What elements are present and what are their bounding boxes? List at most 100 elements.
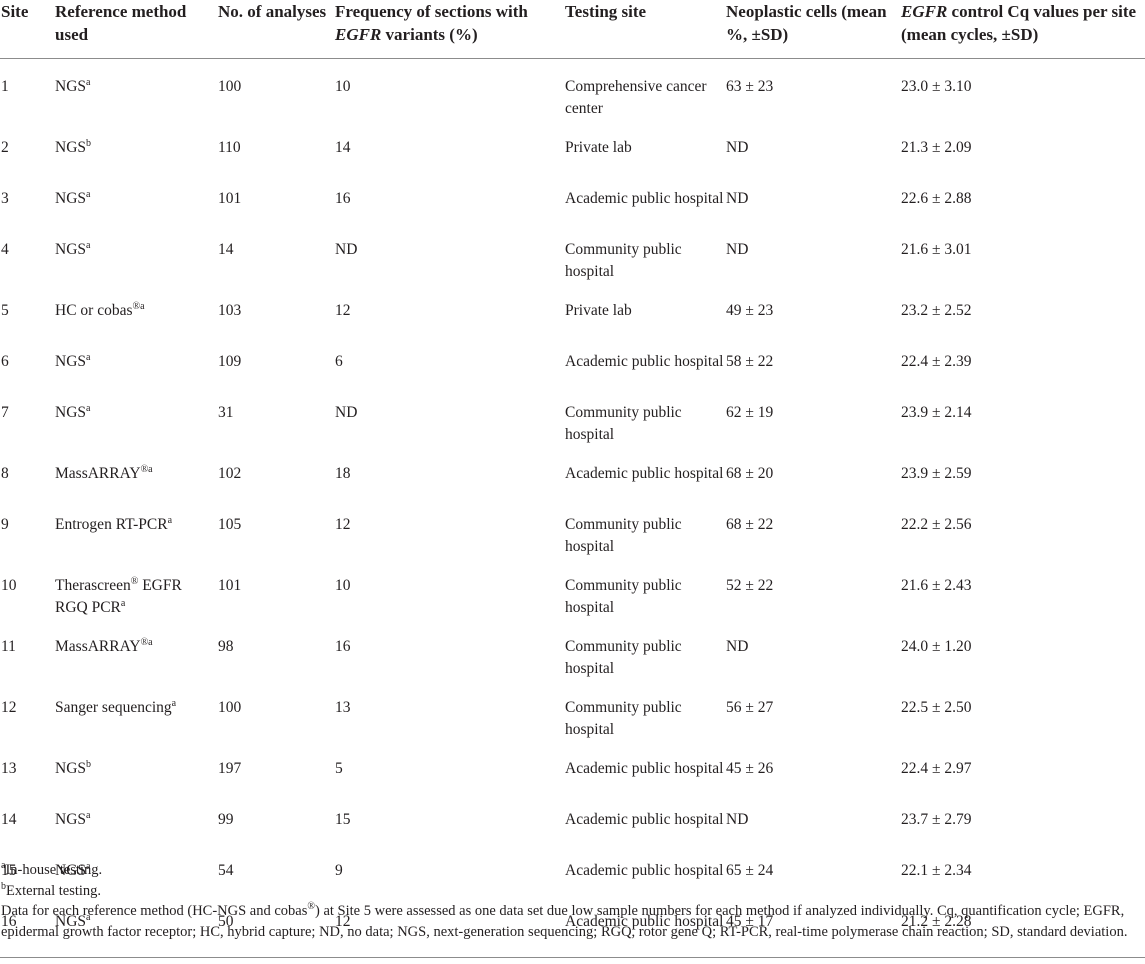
cell-neoplastic-cells: ND bbox=[726, 190, 749, 207]
table-row: 7 NGSa 31 ND Community public hospital 62 ± 1… bbox=[0, 385, 1145, 446]
cell-cq-value: 22.5 ± 2.50 bbox=[901, 699, 972, 716]
cell-analyses: 110 bbox=[218, 139, 241, 156]
cell-testing-site: Community public hospital bbox=[565, 241, 682, 280]
cell-analyses: 101 bbox=[218, 190, 242, 207]
cell-neoplastic-cells: 65 ± 24 bbox=[726, 862, 774, 879]
cell-testing-site: Community public hospital bbox=[565, 404, 682, 443]
cell-analyses: 99 bbox=[218, 811, 234, 828]
cell-cq-value: 22.6 ± 2.88 bbox=[901, 190, 972, 207]
cell-frequency: 14 bbox=[335, 139, 351, 156]
table-row: 9 Entrogen RT-PCRa 105 12 Community public h… bbox=[0, 497, 1145, 558]
footnote-a: aIn-house testing. bbox=[1, 860, 103, 879]
cell-cq-value: 24.0 ± 1.20 bbox=[901, 638, 972, 655]
cell-reference-method: Therascreen® EGFR RGQ PCRa bbox=[55, 576, 182, 617]
header-site: Site bbox=[0, 0, 55, 59]
cell-testing-site: Community public hospital bbox=[565, 516, 682, 555]
cell-reference-method: NGSa bbox=[55, 894, 218, 958]
cell-reference-method: NGSa bbox=[55, 810, 91, 829]
cell-reference-method: HC or cobas®a bbox=[55, 301, 145, 320]
cell-reference-method: Entrogen RT-PCRa bbox=[55, 515, 173, 534]
cell-site: 9 bbox=[1, 516, 9, 533]
cell-frequency: 12 bbox=[335, 302, 351, 319]
table-row: 2 NGSb 110 14 Private lab ND 21.3 ± 2.09 bbox=[0, 120, 1145, 171]
table-row: 8 MassARRAY®a 102 18 Academic public hospita… bbox=[0, 446, 1145, 497]
cell-neoplastic-cells: 68 ± 22 bbox=[726, 516, 774, 533]
cell-testing-site: Private lab bbox=[565, 302, 632, 319]
cell-analyses: 100 bbox=[218, 78, 242, 95]
cell-reference-method: NGSb bbox=[55, 759, 92, 778]
cell-cq-value: 23.2 ± 2.52 bbox=[901, 302, 972, 319]
table-row: 11 MassARRAY®a 98 16 Community public hospit… bbox=[0, 619, 1145, 680]
cell-reference-method: NGSa bbox=[55, 189, 91, 208]
cell-frequency: 9 bbox=[335, 862, 343, 879]
cell-testing-site: Academic public hospital bbox=[565, 760, 724, 777]
table-footnotes: aIn-house testing. bExternal testing. Da… bbox=[1, 860, 1141, 942]
cell-testing-site: Academic public hospital bbox=[565, 894, 726, 958]
cell-analyses: 31 bbox=[218, 404, 234, 421]
cell-testing-site: Academic public hospital bbox=[565, 811, 724, 828]
cell-analyses: 50 bbox=[218, 894, 335, 958]
cell-analyses: 14 bbox=[218, 241, 234, 258]
cell-testing-site: Community public hospital bbox=[565, 699, 682, 738]
cell-frequency: 10 bbox=[335, 577, 351, 594]
cell-reference-method: Sanger sequencinga bbox=[55, 698, 177, 717]
cell-site: 10 bbox=[1, 577, 17, 594]
cell-site: 2 bbox=[1, 139, 9, 156]
cell-cq-value: 22.4 ± 2.39 bbox=[901, 353, 972, 370]
cell-frequency: 6 bbox=[335, 353, 343, 370]
cell-frequency: 13 bbox=[335, 699, 351, 716]
cell-site: 5 bbox=[1, 302, 9, 319]
header-neoplastic-cells: Neoplastic cells (mean %, ±SD) bbox=[726, 0, 901, 59]
cell-frequency: 15 bbox=[335, 811, 351, 828]
cell-analyses: 54 bbox=[218, 862, 234, 879]
cell-frequency: 12 bbox=[335, 516, 351, 533]
cell-site: 6 bbox=[1, 353, 9, 370]
cell-cq-value: 22.1 ± 2.34 bbox=[901, 862, 972, 879]
cell-site: 8 bbox=[1, 465, 9, 482]
cell-testing-site: Private lab bbox=[565, 139, 632, 156]
cell-neoplastic-cells: ND bbox=[726, 638, 749, 655]
cell-site: 13 bbox=[1, 760, 17, 777]
cell-cq-value: 21.6 ± 3.01 bbox=[901, 241, 972, 258]
cell-cq-value: 21.2 ± 2.28 bbox=[901, 894, 1145, 958]
cell-analyses: 109 bbox=[218, 353, 242, 370]
cell-neoplastic-cells: 62 ± 19 bbox=[726, 404, 774, 421]
cell-cq-value: 22.4 ± 2.97 bbox=[901, 760, 972, 777]
cell-site: 3 bbox=[1, 190, 9, 207]
cell-frequency: 18 bbox=[335, 465, 351, 482]
cell-cq-value: 22.2 ± 2.56 bbox=[901, 516, 972, 533]
cell-analyses: 101 bbox=[218, 577, 242, 594]
table-row: 14 NGSa 99 15 Academic public hospital ND 23.7… bbox=[0, 792, 1145, 843]
cell-analyses: 197 bbox=[218, 760, 242, 777]
cell-neoplastic-cells: ND bbox=[726, 241, 749, 258]
cell-reference-method: NGSa bbox=[55, 77, 91, 96]
cell-site: 11 bbox=[1, 638, 16, 655]
cell-frequency: ND bbox=[335, 241, 358, 258]
cell-neoplastic-cells: 45 ± 17 bbox=[726, 894, 901, 958]
table-row: 10 Therascreen® EGFR RGQ PCRa 101 10 Communi… bbox=[0, 558, 1145, 619]
cell-reference-method: MassARRAY®a bbox=[55, 464, 153, 483]
cell-site: 4 bbox=[1, 241, 9, 258]
cell-cq-value: 21.6 ± 2.43 bbox=[901, 577, 972, 594]
header-testing-site: Testing site bbox=[565, 0, 726, 59]
table-row: 6 NGSa 109 6 Academic public hospital 58 ± 22… bbox=[0, 334, 1145, 385]
table-body: 1 NGSa 100 10 Comprehensive cancer center 63 … bbox=[0, 59, 1145, 958]
cell-analyses: 98 bbox=[218, 638, 234, 655]
cell-analyses: 102 bbox=[218, 465, 242, 482]
footnote-b: bExternal testing. bbox=[1, 880, 102, 899]
cell-testing-site: Community public hospital bbox=[565, 577, 682, 616]
table-row: 13 NGSb 197 5 Academic public hospital 45 ± 2… bbox=[0, 741, 1145, 792]
cell-cq-value: 23.7 ± 2.79 bbox=[901, 811, 972, 828]
cell-reference-method: NGSa bbox=[55, 240, 91, 259]
cell-reference-method: NGSa bbox=[55, 403, 91, 422]
cell-analyses: 103 bbox=[218, 302, 242, 319]
cell-site: 12 bbox=[1, 699, 17, 716]
cell-neoplastic-cells: ND bbox=[726, 139, 749, 156]
table-row: 12 Sanger sequencinga 100 13 Community publi… bbox=[0, 680, 1145, 741]
cell-frequency: 12 bbox=[335, 894, 565, 958]
cell-site: 15 bbox=[1, 862, 17, 879]
cell-reference-method: NGSb bbox=[55, 138, 92, 157]
table-row: 4 NGSa 14 ND Community public hospital ND 21.6… bbox=[0, 222, 1145, 283]
